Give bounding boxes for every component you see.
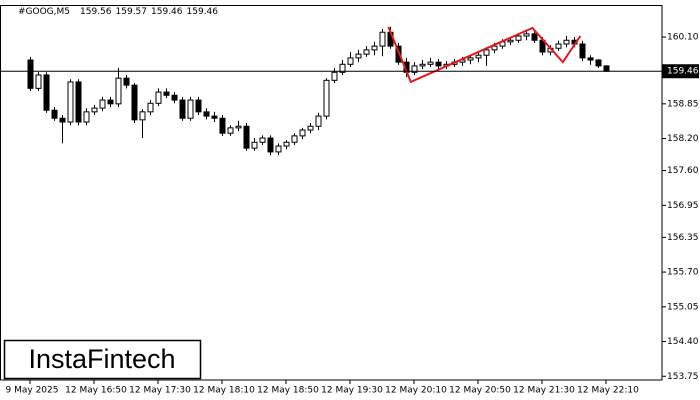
- candle-body: [99, 99, 106, 109]
- chart-title: #GOOG,M5: [18, 7, 70, 17]
- candle-body: [27, 59, 34, 89]
- candle-body: [379, 31, 386, 47]
- x-tick-label: 12 May 18:50: [257, 386, 319, 396]
- x-tick-label: 12 May 22:10: [577, 386, 639, 396]
- header-close: 159.46: [187, 7, 219, 17]
- candle-body: [467, 57, 474, 61]
- candle-body: [555, 43, 562, 49]
- candle-body: [315, 115, 322, 127]
- candle-body: [307, 125, 314, 131]
- x-tick-label: 12 May 21:30: [513, 386, 575, 396]
- candle-body: [355, 53, 362, 59]
- current-price-label: 159.46: [667, 67, 699, 77]
- y-tick-label: 156.95: [667, 201, 699, 211]
- candle-body: [291, 135, 298, 143]
- x-tick-label: 12 May 18:10: [193, 386, 255, 396]
- x-tick-label: 12 May 20:10: [385, 386, 447, 396]
- candle-body: [243, 125, 250, 149]
- candle-body: [507, 39, 514, 43]
- candle-body: [579, 43, 586, 59]
- candle-body: [91, 107, 98, 113]
- candle-body: [251, 141, 258, 149]
- watermark: InstaFintech: [3, 339, 202, 380]
- candle-body: [227, 127, 234, 134]
- candle-body: [163, 91, 170, 96]
- candle-body: [363, 49, 370, 55]
- candle-body: [59, 117, 66, 123]
- candle-body: [563, 39, 570, 45]
- candle-body: [515, 35, 522, 41]
- watermark-text: InstaFintech: [28, 344, 175, 374]
- y-tick-label: 156.35: [667, 233, 699, 243]
- candle-body: [323, 79, 330, 117]
- y-tick-label: 157.60: [667, 166, 699, 176]
- candle-body: [107, 99, 114, 105]
- candle-body: [427, 61, 434, 65]
- y-tick-label: 158.20: [667, 134, 699, 144]
- candle-body: [171, 94, 178, 101]
- y-tick-label: 158.85: [667, 99, 699, 109]
- candle-body: [147, 102, 154, 113]
- candle-body: [595, 59, 602, 67]
- pattern-line: [387, 26, 582, 84]
- candle-body: [123, 77, 130, 86]
- candle-body: [139, 111, 146, 121]
- x-tick-label: 12 May 16:50: [65, 386, 127, 396]
- x-tick-label: 9 May 2025: [6, 386, 59, 396]
- candle-body: [587, 57, 594, 61]
- candle-body: [187, 99, 194, 119]
- candle-body: [371, 45, 378, 51]
- candle-body: [235, 125, 242, 129]
- y-tick-label: 154.40: [667, 337, 699, 347]
- candle-body: [211, 115, 218, 119]
- candle-body: [275, 145, 282, 153]
- y-tick-label: 155.70: [667, 268, 699, 278]
- candle-body: [523, 33, 530, 37]
- candle-body: [43, 74, 50, 111]
- candle-body: [75, 81, 82, 123]
- candle-body: [531, 33, 538, 41]
- candle-body: [419, 63, 426, 67]
- x-tick-label: 12 May 17:30: [129, 386, 191, 396]
- candle-body: [35, 74, 42, 89]
- chart-header: #GOOG,M5 159.56 159.57 159.46 159.46: [18, 7, 218, 17]
- candle-body: [491, 45, 498, 51]
- header-high: 159.57: [116, 7, 148, 17]
- plot-frame: [0, 5, 663, 381]
- candle-body: [203, 111, 210, 117]
- candle-body: [475, 54, 482, 59]
- candle-body: [283, 141, 290, 147]
- candle-body: [51, 109, 58, 119]
- candle-body: [195, 99, 202, 113]
- candle-body: [411, 65, 418, 73]
- candle-body: [155, 91, 162, 104]
- candle-body: [67, 81, 74, 123]
- candle-body: [115, 77, 122, 105]
- candle-body: [259, 137, 266, 143]
- current-price-tag: [662, 64, 699, 79]
- candle-body: [179, 99, 186, 119]
- candle-body: [267, 137, 274, 153]
- candle-body: [299, 129, 306, 137]
- x-tick-label: 12 May 20:50: [449, 386, 511, 396]
- candle-body: [603, 65, 610, 72]
- header-low: 159.46: [151, 7, 183, 17]
- candle-body: [331, 71, 338, 81]
- candle-body: [347, 57, 354, 65]
- header-open: 159.56: [80, 7, 112, 17]
- y-tick-label: 155.05: [667, 302, 699, 312]
- y-tick-label: 160.10: [667, 33, 699, 43]
- candle-body: [219, 117, 226, 134]
- candle-body: [131, 84, 138, 121]
- watermark-box: [3, 339, 202, 380]
- x-tick-label: 12 May 19:30: [321, 386, 383, 396]
- candle-body: [83, 111, 90, 123]
- y-tick-label: 153.75: [667, 372, 699, 382]
- candle-body: [483, 49, 490, 56]
- candle-body: [435, 61, 442, 67]
- candle-body: [339, 63, 346, 73]
